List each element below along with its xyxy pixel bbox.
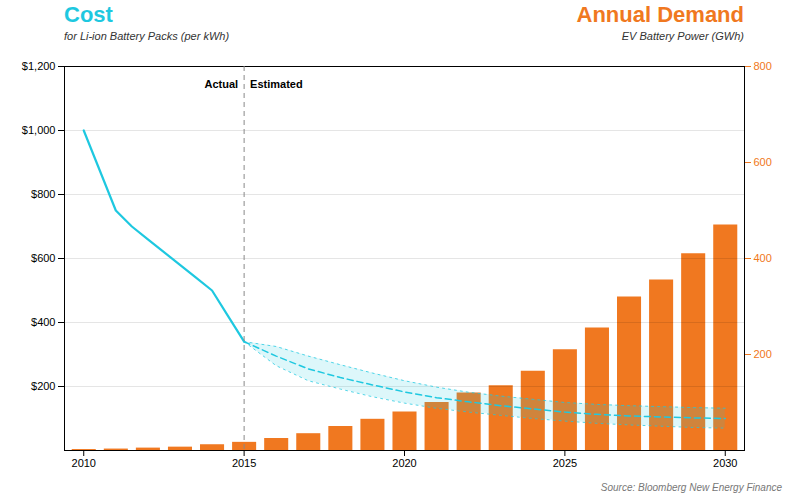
svg-text:2020: 2020: [392, 457, 416, 469]
svg-text:2025: 2025: [553, 457, 577, 469]
html-text:EV Battery Power (GWh): EV Battery Power (GWh): [621, 30, 744, 42]
svg-text:Estimated: Estimated: [250, 78, 303, 90]
svg-text:2010: 2010: [72, 457, 96, 469]
svg-text:$400: $400: [31, 316, 55, 328]
svg-text:600: 600: [754, 156, 772, 168]
html-text:for Li-ion Battery Packs (per: for Li-ion Battery Packs (per kWh): [64, 30, 230, 42]
svg-text:$800: $800: [31, 188, 55, 200]
svg-text:Actual: Actual: [204, 78, 238, 90]
html-text:Annual Demand: Annual Demand: [576, 2, 744, 27]
svg-text:2015: 2015: [232, 457, 256, 469]
html-text:Cost: Cost: [64, 2, 113, 27]
svg-text:$1,200: $1,200: [22, 60, 56, 72]
svg-text:200: 200: [754, 348, 772, 360]
svg-text:2030: 2030: [713, 457, 737, 469]
svg-text:$600: $600: [31, 252, 55, 264]
svg-text:800: 800: [754, 60, 772, 72]
svg-text:$200: $200: [31, 380, 55, 392]
svg-text:400: 400: [754, 252, 772, 264]
svg-text:$1,000: $1,000: [22, 124, 56, 136]
html-text:Source: Bloomberg New Energy F: Source: Bloomberg New Energy Finance: [600, 482, 782, 493]
